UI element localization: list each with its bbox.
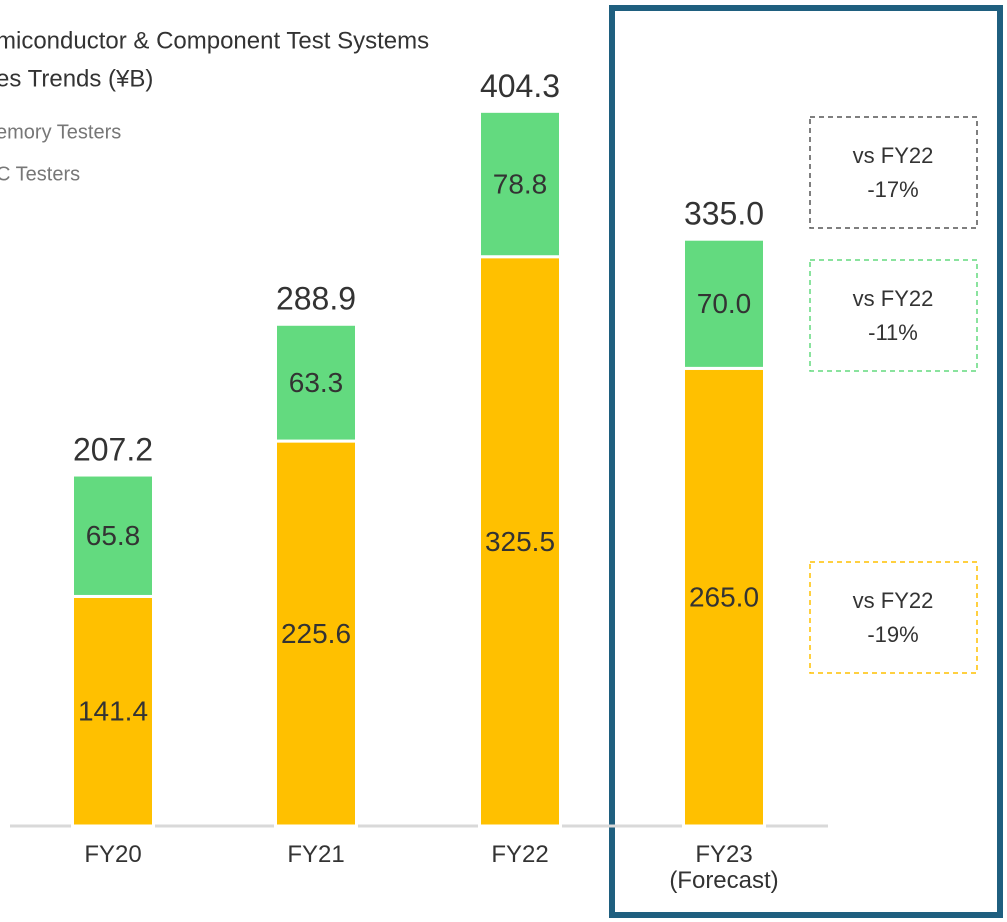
bar-segment (274, 322, 358, 443)
total-label: 288.9 (276, 281, 356, 317)
bar-segment (478, 109, 562, 259)
total-label: 404.3 (480, 68, 560, 104)
annotation-text: vs FY22 (853, 588, 934, 613)
total-label: 207.2 (73, 431, 153, 467)
forecast-frame (609, 5, 1003, 918)
annotation-text: vs FY22 (853, 143, 934, 168)
chart-title: miconductor & Component Test Systems (0, 27, 429, 54)
value-label: 141.4 (78, 696, 148, 727)
value-label: 70.0 (697, 288, 752, 319)
annotation-text: -19% (867, 622, 918, 647)
annotation-box (809, 259, 978, 372)
x-tick-label: FY23 (Forecast) (669, 841, 779, 894)
annotation-text: vs FY22 (853, 286, 934, 311)
x-tick-label: FY22 (491, 841, 549, 868)
total-label: 335.0 (684, 196, 764, 232)
chart-title: es Trends (¥B) (0, 65, 153, 92)
value-label: 325.5 (485, 526, 555, 557)
bar-segment (478, 255, 562, 828)
x-tick-label: FY21 (287, 841, 345, 868)
value-label: 265.0 (689, 582, 759, 613)
legend-label: emory Testers (0, 121, 121, 143)
bar-segment (71, 594, 155, 828)
value-label: 225.6 (281, 618, 351, 649)
bar-segment (682, 366, 766, 828)
value-label: 63.3 (289, 367, 344, 398)
x-tick-label: FY20 (84, 841, 142, 868)
annotation-box (809, 561, 978, 674)
annotation-text: -11% (868, 320, 918, 345)
value-label: 78.8 (493, 168, 548, 199)
value-label: 65.8 (86, 520, 141, 551)
annotation-text: -17% (867, 177, 918, 202)
annotation-box (809, 116, 978, 229)
legend-label: C Testers (0, 163, 80, 185)
bar-segment (71, 473, 155, 598)
bar-segment (682, 237, 766, 370)
